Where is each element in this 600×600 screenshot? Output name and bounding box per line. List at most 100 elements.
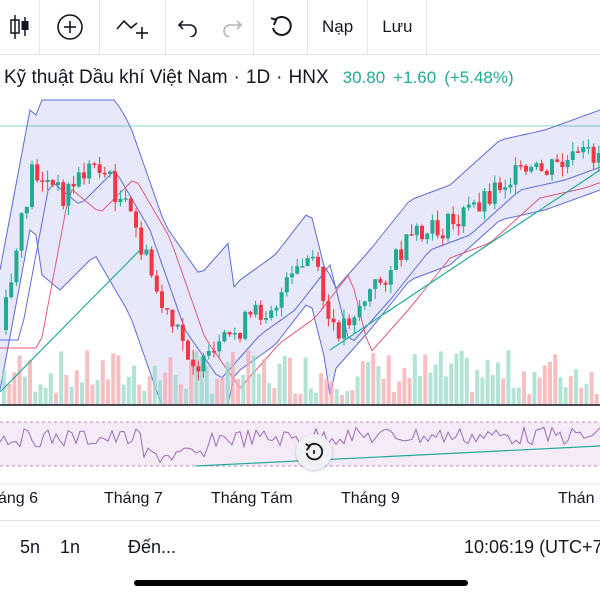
candle-body [295, 266, 300, 274]
candle-body [264, 318, 268, 320]
candle-body [451, 213, 456, 225]
indicator-add-icon[interactable] [100, 0, 166, 54]
volume-bar [147, 376, 152, 405]
candle-body [482, 191, 487, 212]
load-button[interactable]: Nạp [308, 0, 369, 54]
candle-body [383, 282, 388, 285]
candle-body [534, 163, 539, 167]
candle-body [61, 182, 66, 206]
volume-bar [485, 359, 490, 405]
candle-body [76, 172, 81, 187]
candle-body [180, 324, 185, 341]
candle-body [409, 234, 414, 236]
volume-bar [220, 377, 225, 405]
volume-bar [33, 391, 38, 405]
volume-bar [142, 390, 147, 405]
range-5n-button[interactable]: 5n [20, 537, 41, 557]
candle-body [316, 256, 320, 267]
candle-body [201, 355, 206, 372]
candle-body [300, 266, 305, 268]
candle-body [274, 307, 279, 311]
separator-dot: · [233, 67, 240, 88]
goto-date-button[interactable]: Đến... [128, 537, 177, 557]
symbol-name: Kỹ thuật Dầu khí Việt Nam [4, 67, 228, 88]
volume-bar [527, 394, 532, 405]
candle-body [40, 180, 45, 182]
volume-bar [594, 393, 599, 405]
candle-body [279, 292, 284, 308]
reset-icon [305, 442, 323, 461]
volume-bar [126, 376, 131, 405]
candle-body [518, 165, 523, 167]
volume-bar [412, 354, 417, 405]
volume-bars [2, 350, 599, 405]
time-label: Tháng 9 [341, 490, 400, 507]
volume-bar [38, 384, 43, 405]
separator-dot: · [276, 67, 283, 88]
add-circle-icon[interactable] [40, 0, 100, 54]
volume-bar [178, 384, 183, 405]
volume-bar [568, 376, 573, 405]
candle-body [586, 147, 591, 149]
volume-bar [402, 368, 407, 405]
volume-bar [501, 378, 506, 405]
candle-body [394, 249, 398, 270]
candle-body [357, 305, 362, 318]
candle-body [50, 179, 55, 185]
volume-bar [173, 375, 178, 405]
volume-bar [444, 376, 448, 405]
candle-body [284, 277, 289, 293]
volume-bar [256, 373, 261, 405]
save-button[interactable]: Lưu [368, 0, 428, 54]
volume-bar [111, 353, 116, 405]
range-1n-button[interactable]: 1n [60, 537, 81, 557]
volume-bar [152, 365, 157, 405]
candle-body [14, 250, 19, 283]
volume-bar [215, 378, 220, 405]
volume-bar [308, 388, 313, 405]
volume-bar [324, 379, 329, 405]
candle-body [472, 202, 476, 205]
symbol-exchange: HNX [288, 67, 329, 88]
candle-body [368, 289, 372, 302]
band-upper-line [0, 99, 600, 290]
candle-body [128, 198, 133, 212]
bottom-bar: 5n 1n Đến... 10:06:19 (UTC+7 [0, 520, 600, 571]
refresh-icon[interactable] [254, 0, 308, 54]
volume-bar [90, 384, 95, 405]
time-label: áng 6 [0, 490, 39, 507]
volume-bar [475, 370, 480, 405]
time-axis[interactable]: áng 6 Tháng 7 Tháng Tám Tháng 9 Thán [0, 486, 600, 516]
reset-chart-button[interactable] [296, 434, 332, 470]
redo-icon[interactable] [210, 0, 254, 54]
volume-bar [381, 378, 386, 405]
candlestick-icon[interactable] [0, 0, 40, 54]
volume-bar [236, 378, 240, 405]
candle-body [430, 220, 435, 234]
volume-bar [210, 393, 214, 405]
candle-body [565, 160, 570, 168]
volume-bar [116, 355, 121, 405]
volume-bar [251, 355, 256, 405]
volume-bar [121, 384, 126, 405]
candle-body [342, 318, 346, 339]
clock-timezone[interactable]: 10:06:19 (UTC+7 [464, 537, 600, 557]
volume-bar [194, 351, 199, 405]
candle-body [425, 233, 430, 240]
volume-bar [355, 376, 360, 405]
candle-body [544, 170, 549, 175]
candle-body [134, 211, 138, 228]
symbol-header[interactable]: Kỹ thuật Dầu khí Việt Nam · 1D · HNX 30.… [0, 60, 600, 96]
candle-body [206, 351, 211, 356]
volume-bar [464, 357, 469, 405]
candle-body [149, 249, 154, 276]
candle-body [310, 256, 315, 259]
moving-average-line [0, 180, 600, 389]
volume-bar [277, 363, 282, 405]
undo-icon[interactable] [166, 0, 210, 54]
price-change-percent: (+5.48%) [444, 68, 514, 87]
volume-bar [449, 363, 454, 405]
volume-bar [158, 380, 162, 405]
volume-bar [392, 391, 396, 405]
